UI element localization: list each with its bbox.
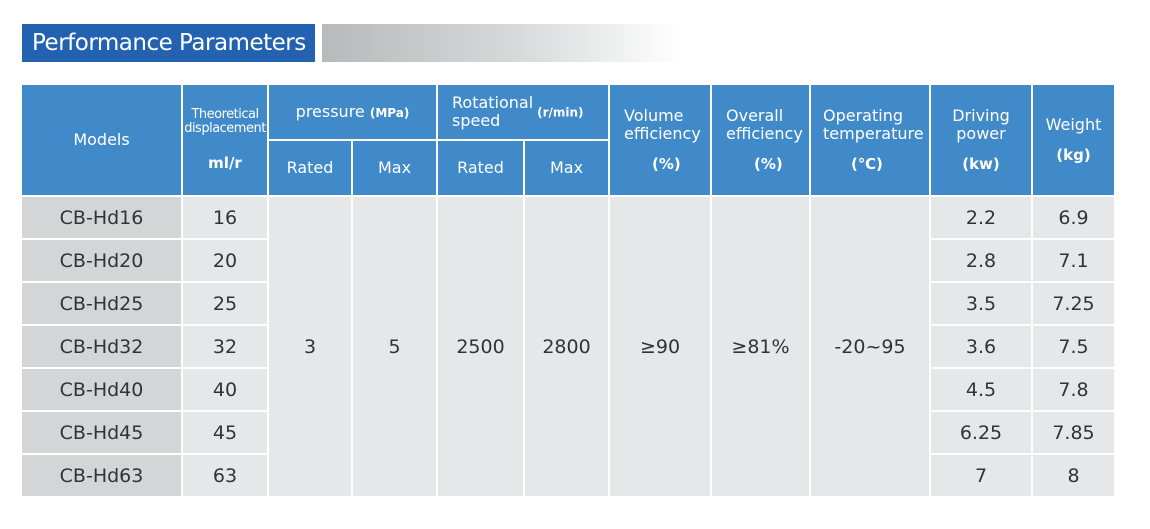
weight-cell: 8: [1033, 455, 1114, 496]
temperature-cell: -20~95: [811, 197, 929, 496]
pressure-rated-cell: 3: [269, 197, 351, 496]
model-cell: CB-Hd25: [22, 283, 181, 324]
header-pressure: pressure (MPa): [269, 85, 436, 139]
power-cell: 7: [931, 455, 1031, 496]
performance-table: Models Theoretical displacement ml/r pres…: [20, 83, 1116, 498]
header-speed-max: Max: [525, 141, 608, 195]
table-row: CB-Hd45 45 6.25 7.85: [22, 412, 1114, 453]
table-row: CB-Hd16 16 3 5 2500 2800 ≥90 ≥81% -20~95 2.2 6.9: [22, 197, 1114, 496]
speed-max-cell: 2800: [525, 197, 608, 496]
weight-cell: 7.8: [1033, 369, 1114, 410]
header-pressure-max: Max: [353, 141, 436, 195]
model-cell: CB-Hd40: [22, 369, 181, 410]
power-cell: 3.5: [931, 283, 1031, 324]
power-cell: 4.5: [931, 369, 1031, 410]
weight-cell: 7.5: [1033, 326, 1114, 367]
table-row: CB-Hd25 25 3.5 7.25: [22, 283, 1114, 324]
volume-efficiency-cell: ≥90: [610, 197, 710, 496]
displacement-cell: 16: [183, 197, 267, 238]
title-gradient-bar: [322, 24, 682, 62]
table-row: CB-Hd20 20 2.8 7.1: [22, 240, 1114, 281]
header-temperature: Operating temperature (℃): [811, 85, 929, 195]
header-power: Driving power (kw): [931, 85, 1031, 195]
table-row: CB-Hd40 40 4.5 7.8: [22, 369, 1114, 410]
header-speed: Rotational speed (r/min): [438, 85, 608, 139]
table-row: CB-Hd63 63 7 8: [22, 455, 1114, 496]
displacement-cell: 45: [183, 412, 267, 453]
power-cell: 3.6: [931, 326, 1031, 367]
weight-cell: 7.25: [1033, 283, 1114, 324]
speed-rated-cell: 2500: [438, 197, 523, 496]
power-cell: 2.8: [931, 240, 1031, 281]
model-cell: CB-Hd16: [22, 197, 181, 238]
displacement-cell: 25: [183, 283, 267, 324]
header-weight: Weight (kg): [1033, 85, 1114, 195]
weight-cell: 7.85: [1033, 412, 1114, 453]
pressure-max-cell: 5: [353, 197, 436, 496]
model-cell: CB-Hd20: [22, 240, 181, 281]
header-models: Models: [22, 85, 181, 195]
table-row: CB-Hd32 32 3.6 7.5: [22, 326, 1114, 367]
weight-cell: 6.9: [1033, 197, 1114, 238]
displacement-cell: 40: [183, 369, 267, 410]
power-cell: 6.25: [931, 412, 1031, 453]
overall-efficiency-cell: ≥81%: [712, 197, 809, 496]
header-speed-rated: Rated: [438, 141, 523, 195]
displacement-cell: 20: [183, 240, 267, 281]
header-pressure-rated: Rated: [269, 141, 351, 195]
header-overall-efficiency: Overall efficiency (%): [712, 85, 809, 195]
power-cell: 2.2: [931, 197, 1031, 238]
model-cell: CB-Hd45: [22, 412, 181, 453]
header-displacement: Theoretical displacement ml/r: [183, 85, 267, 195]
model-cell: CB-Hd32: [22, 326, 181, 367]
displacement-cell: 63: [183, 455, 267, 496]
model-cell: CB-Hd63: [22, 455, 181, 496]
section-title: Performance Parameters: [22, 24, 315, 62]
header-volume-efficiency: Volume efficiency (%): [610, 85, 710, 195]
weight-cell: 7.1: [1033, 240, 1114, 281]
displacement-cell: 32: [183, 326, 267, 367]
